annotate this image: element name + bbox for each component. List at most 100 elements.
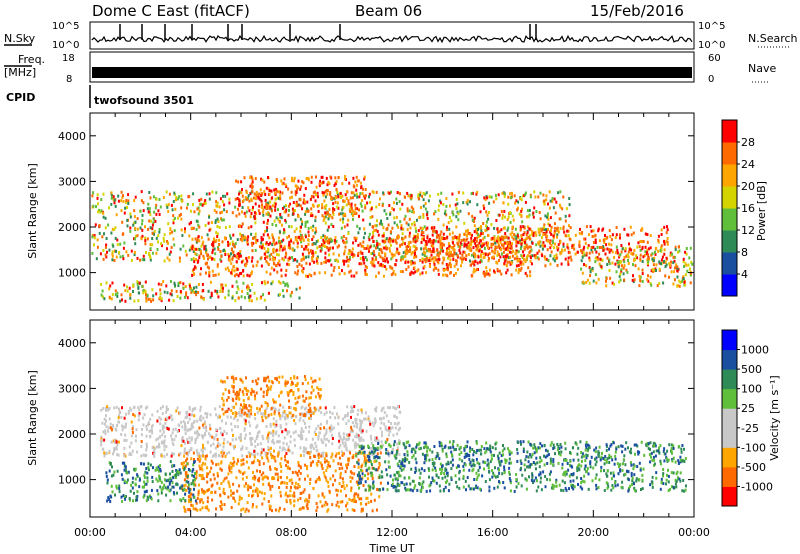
echo-cell (174, 427, 177, 431)
echo-cell (325, 204, 328, 207)
echo-cell (180, 437, 183, 441)
echo-cell (425, 249, 428, 253)
echo-cell (396, 247, 399, 251)
echo-cell (652, 455, 655, 459)
echo-cell (596, 245, 599, 249)
echo-cell (357, 443, 360, 447)
echo-cell (108, 206, 110, 210)
echo-cell (193, 431, 196, 435)
echo-cell (506, 218, 509, 221)
echo-cell (133, 253, 136, 257)
echo-cell (552, 257, 555, 261)
echo-cell (164, 421, 167, 425)
echo-cell (153, 449, 156, 453)
echo-cell (202, 240, 205, 244)
echo-cell (354, 418, 357, 421)
echo-cell (240, 271, 243, 275)
echo-cell (219, 211, 222, 215)
echo-cell (495, 219, 498, 222)
echo-cell (351, 251, 354, 255)
echo-cell (641, 268, 644, 272)
echo-cell (209, 427, 212, 431)
echo-cell (320, 261, 323, 265)
echo-cell (184, 428, 187, 432)
echo-cell (315, 509, 318, 513)
echo-cell (324, 271, 327, 275)
echo-cell (416, 233, 419, 237)
echo-cell (459, 209, 462, 213)
echo-cell (424, 251, 427, 255)
echo-cell (641, 240, 643, 243)
echo-cell (282, 294, 285, 298)
echo-cell (297, 203, 300, 207)
echo-cell (330, 433, 333, 437)
echo-cell (278, 230, 281, 234)
echo-cell (274, 408, 277, 411)
echo-cell (154, 219, 157, 223)
echo-cell (611, 261, 614, 265)
echo-cell (382, 191, 385, 195)
echo-cell (523, 253, 526, 257)
echo-cell (252, 241, 255, 245)
echo-cell (473, 216, 476, 220)
echo-cell (122, 257, 125, 261)
echo-cell (674, 266, 676, 270)
echo-cell (657, 240, 660, 244)
echo-cell (203, 256, 205, 260)
echo-cell (530, 262, 533, 266)
echo-cell (290, 225, 293, 229)
echo-cell (568, 224, 570, 228)
echo-cell (281, 289, 284, 293)
echo-cell (477, 227, 479, 231)
echo-cell (591, 235, 594, 238)
echo-cell (251, 190, 254, 193)
echo-cell (180, 206, 183, 210)
echo-cell (279, 475, 282, 479)
echo-cell (340, 226, 343, 230)
echo-cell (355, 183, 358, 187)
echo-cell (304, 499, 306, 503)
echo-cell (222, 441, 225, 445)
echo-cell (523, 194, 526, 198)
echo-cell (126, 224, 129, 228)
echo-cell (456, 254, 459, 257)
echo-cell (208, 228, 211, 232)
echo-cell (352, 191, 355, 195)
echo-cell (307, 248, 310, 252)
noise-tick-bottom-right: 10^0 (698, 40, 725, 51)
echo-cell (216, 471, 219, 475)
echo-cell (398, 251, 401, 255)
echo-cell (312, 252, 315, 256)
echo-cell (342, 235, 345, 238)
echo-cell (207, 289, 210, 293)
echo-cell (267, 433, 270, 437)
echo-cell (673, 270, 676, 274)
echo-cell (525, 245, 528, 249)
echo-cell (209, 434, 212, 438)
echo-cell (265, 206, 268, 210)
echo-cell (432, 256, 435, 260)
echo-cell (153, 232, 155, 236)
echo-cell (321, 175, 324, 179)
echo-cell (121, 428, 124, 432)
echo-cell (246, 242, 249, 246)
echo-cell (389, 429, 392, 433)
echo-cell (244, 422, 247, 426)
echo-cell (289, 196, 292, 200)
echo-cell (313, 406, 316, 410)
echo-cell (357, 251, 360, 255)
echo-cell (450, 250, 453, 254)
echo-cell (104, 226, 107, 230)
echo-cell (216, 291, 219, 295)
echo-cell (288, 479, 291, 483)
echo-cell (129, 229, 132, 233)
echo-cell (457, 212, 460, 216)
echo-cell (505, 264, 508, 268)
echo-cell (185, 293, 188, 297)
echo-cell (539, 191, 542, 195)
echo-cell (279, 417, 282, 421)
echo-cell (277, 208, 279, 212)
echo-cell (231, 268, 234, 272)
echo-cell (218, 238, 221, 242)
echo-cell (469, 242, 472, 246)
